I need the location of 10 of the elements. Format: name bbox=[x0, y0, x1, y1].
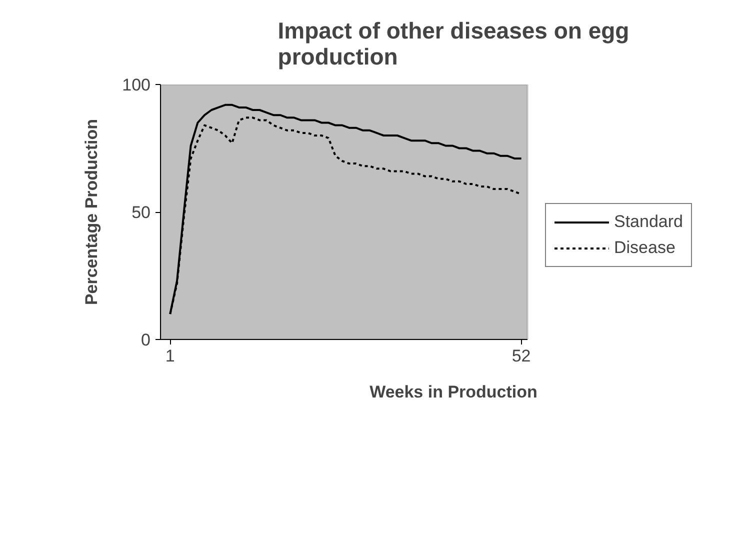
x-tick-label: 52 bbox=[512, 346, 531, 366]
y-tick-label: 100 bbox=[122, 76, 151, 94]
chart-title: Impact of other diseases on egg production bbox=[278, 18, 630, 70]
x-tick-label: 1 bbox=[165, 346, 175, 366]
legend-label: Standard bbox=[614, 212, 683, 232]
y-tick-label: 0 bbox=[141, 330, 151, 350]
y-tick-label: 50 bbox=[132, 203, 151, 222]
x-axis-title: Weeks in Production bbox=[370, 382, 538, 402]
legend-label: Disease bbox=[614, 238, 676, 258]
y-axis-title: Percentage Production bbox=[82, 118, 102, 306]
